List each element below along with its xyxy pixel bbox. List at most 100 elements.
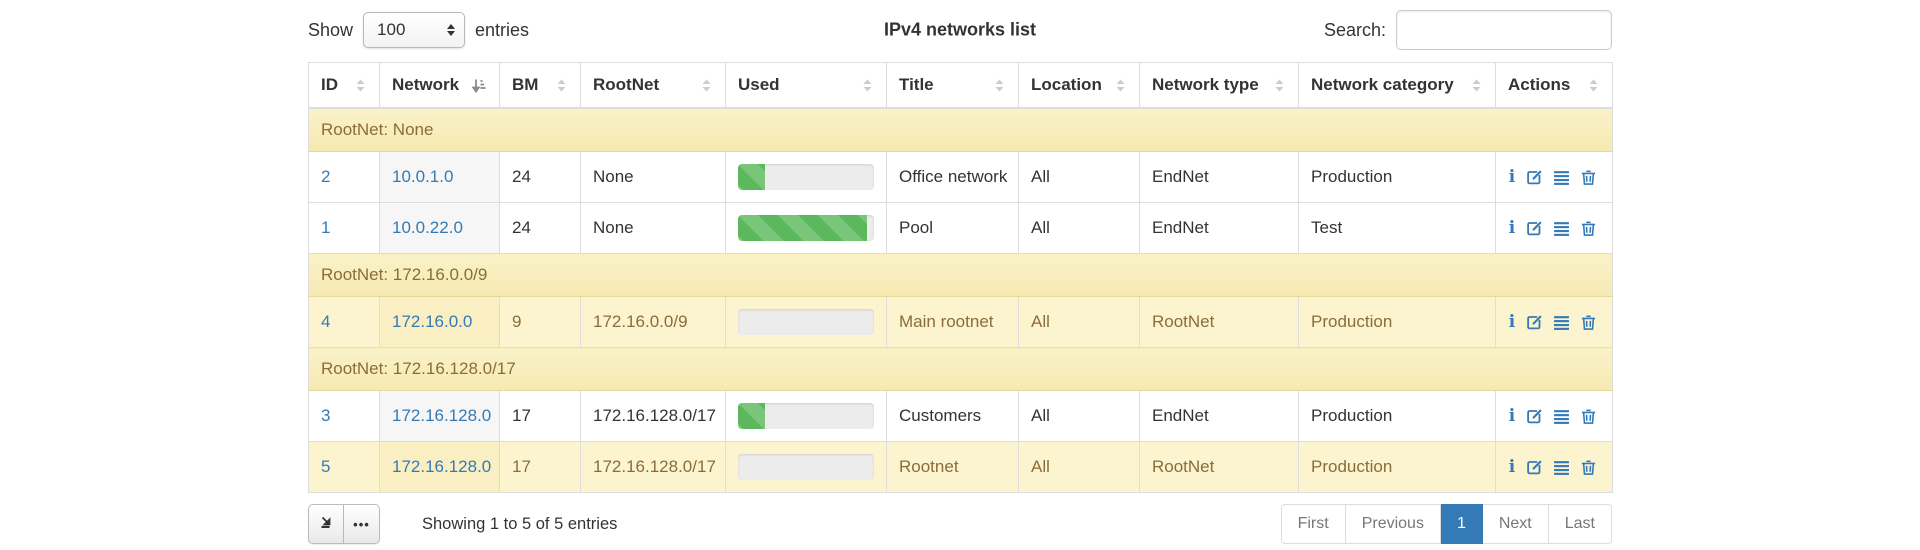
usage-progress-bar [738, 164, 874, 190]
page-length-select[interactable]: 100 [363, 12, 466, 48]
pagination-label: 1 [1456, 515, 1466, 532]
info-icon[interactable]: i [1508, 218, 1516, 238]
bitmask-cell: 9 [499, 296, 581, 348]
network-id-link[interactable]: 3 [321, 406, 331, 425]
pagination-1[interactable]: 1 [1440, 504, 1483, 544]
details-icon[interactable] [1552, 313, 1570, 331]
edit-icon[interactable] [1525, 168, 1543, 186]
network-id-link[interactable]: 5 [321, 457, 331, 476]
info-icon[interactable]: i [1508, 312, 1516, 332]
delete-icon[interactable] [1579, 168, 1597, 186]
network-id-link[interactable]: 4 [321, 312, 331, 331]
edit-icon[interactable] [1525, 313, 1543, 331]
network-row: 5 172.16.128.0 17 172.16.128.0/17 Rootnet All… [308, 441, 1613, 493]
column-header-rootnet[interactable]: RootNet [580, 62, 726, 109]
network-address-link[interactable]: 10.0.1.0 [392, 167, 454, 186]
page-container: Show 100 entries IPv4 networks list Sear… [308, 0, 1613, 546]
title-cell: Main rootnet [886, 296, 1019, 348]
title-cell: Office network [886, 151, 1019, 203]
show-label: Show [308, 19, 354, 40]
delete-icon[interactable] [1579, 407, 1597, 425]
network-id-cell: 1 [308, 202, 380, 254]
title-cell: Customers [886, 390, 1019, 442]
network-type-cell: EndNet [1139, 390, 1299, 442]
select-spinner-icon [447, 24, 456, 36]
column-header-network[interactable]: Network [379, 62, 500, 109]
title-cell: Pool [886, 202, 1019, 254]
network-address-link[interactable]: 172.16.128.0 [392, 457, 492, 476]
rootnet-group-row: RootNet: 172.16.128.0/17 [308, 347, 1613, 391]
details-icon[interactable] [1552, 458, 1570, 476]
network-address-cell: 10.0.1.0 [379, 151, 500, 203]
details-icon[interactable] [1552, 407, 1570, 425]
sort-both-icon [1470, 78, 1483, 93]
location-cell: All [1018, 390, 1140, 442]
actions-cell-wrap: i [1495, 296, 1613, 348]
network-id-link[interactable]: 2 [321, 167, 331, 186]
rootnet-cell: None [580, 151, 726, 203]
used-cell [725, 151, 887, 203]
network-address-link[interactable]: 172.16.128.0 [392, 406, 492, 425]
column-header-id[interactable]: ID [308, 62, 380, 109]
page-title: IPv4 networks list [883, 19, 1037, 40]
sort-both-icon [1587, 78, 1600, 93]
column-header-network-type[interactable]: Network type [1139, 62, 1299, 109]
page-length-control: Show 100 entries [308, 12, 529, 48]
edit-icon[interactable] [1525, 219, 1543, 237]
info-icon[interactable]: i [1508, 457, 1516, 477]
network-id-link[interactable]: 1 [321, 218, 331, 237]
network-row: 4 172.16.0.0 9 172.16.0.0/9 Main rootnet All R… [308, 296, 1613, 348]
network-row: 1 10.0.22.0 24 None Pool All EndNet Test i [308, 202, 1613, 254]
location-cell: All [1018, 296, 1140, 348]
delete-icon[interactable] [1579, 458, 1597, 476]
actions-cell-wrap: i [1495, 390, 1613, 442]
column-label: RootNet [593, 75, 660, 94]
networks-table: ID Network BM RootNet Used Title Location Netwo… [308, 62, 1613, 493]
edit-icon[interactable] [1525, 407, 1543, 425]
export-icon [319, 514, 334, 534]
details-icon[interactable] [1552, 219, 1570, 237]
column-label: BM [512, 75, 539, 94]
network-type-cell: EndNet [1139, 202, 1299, 254]
export-button-group: ••• [308, 504, 380, 544]
export-button[interactable] [308, 504, 344, 544]
network-id-cell: 5 [308, 441, 380, 493]
pagination-previous[interactable]: Previous [1345, 504, 1441, 544]
network-address-link[interactable]: 10.0.22.0 [392, 218, 463, 237]
sort-ascending-icon [472, 78, 487, 93]
network-type-cell: EndNet [1139, 151, 1299, 203]
column-label: ID [321, 75, 338, 94]
search-control: Search: [1324, 10, 1612, 50]
rootnet-cell: 172.16.0.0/9 [580, 296, 726, 348]
edit-icon[interactable] [1525, 458, 1543, 476]
delete-icon[interactable] [1579, 219, 1597, 237]
info-icon[interactable]: i [1508, 406, 1516, 426]
search-input[interactable] [1396, 10, 1612, 50]
pagination-next[interactable]: Next [1482, 504, 1549, 544]
sort-both-icon [700, 78, 713, 93]
column-header-used[interactable]: Used [725, 62, 887, 109]
more-export-options-button[interactable]: ••• [344, 504, 380, 544]
pagination-first[interactable]: First [1280, 504, 1346, 544]
location-cell: All [1018, 441, 1140, 493]
column-header-bm[interactable]: BM [499, 62, 581, 109]
sort-both-icon [555, 78, 568, 93]
pagination-last[interactable]: Last [1548, 504, 1612, 544]
column-header-network-category[interactable]: Network category [1298, 62, 1496, 109]
column-header-actions[interactable]: Actions [1495, 62, 1613, 109]
rootnet-cell: 172.16.128.0/17 [580, 441, 726, 493]
column-header-title[interactable]: Title [886, 62, 1019, 109]
usage-progress-bar [738, 215, 874, 241]
bitmask-cell: 17 [499, 390, 581, 442]
details-icon[interactable] [1552, 168, 1570, 186]
network-id-cell: 3 [308, 390, 380, 442]
pagination: First Previous 1 Next Last [1280, 504, 1612, 544]
sort-both-icon [993, 78, 1006, 93]
info-icon[interactable]: i [1508, 167, 1516, 187]
network-address-link[interactable]: 172.16.0.0 [392, 312, 473, 331]
network-address-cell: 172.16.128.0 [379, 390, 500, 442]
bitmask-cell: 24 [499, 202, 581, 254]
delete-icon[interactable] [1579, 313, 1597, 331]
column-header-location[interactable]: Location [1018, 62, 1140, 109]
network-category-cell: Production [1298, 390, 1496, 442]
